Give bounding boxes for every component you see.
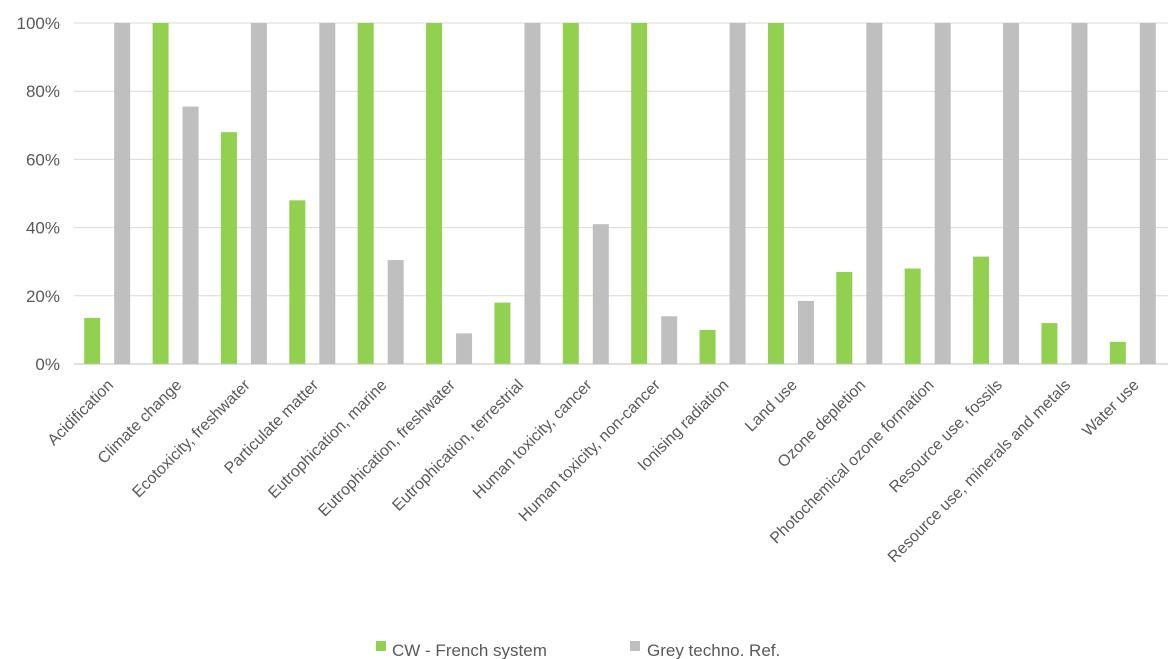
bar-cw-french-system-human-toxicity-cancer [562, 23, 579, 364]
bar-cw-french-system-land-use [767, 23, 784, 364]
bar-cw-french-system-human-toxicity-non-cancer [631, 23, 648, 364]
bar-grey-techno-ref-climate-change [182, 106, 199, 365]
bars [84, 23, 1156, 365]
bar-cw-french-system-climate-change [152, 23, 169, 364]
x-category-label: Eutrophication, freshwater [315, 376, 459, 520]
legend-label-cw-french-system: CW - French system [392, 641, 547, 659]
bar-grey-techno-ref-ionising-radiation [729, 23, 746, 364]
x-category-label: Water use [1079, 377, 1142, 440]
x-category-label: Land use [742, 377, 801, 436]
bar-grey-techno-ref-land-use [797, 300, 814, 364]
x-category-label: Acidification [45, 377, 117, 449]
y-tick-label: 0% [35, 355, 60, 374]
bar-grey-techno-ref-eutrophication-marine [387, 259, 404, 364]
bar-cw-french-system-water-use [1109, 341, 1126, 364]
bar-grey-techno-ref-resource-use-fossils [1003, 23, 1020, 364]
bar-cw-french-system-acidification [84, 317, 101, 364]
bar-cw-french-system-particulate-matter [289, 200, 306, 364]
bar-grey-techno-ref-particulate-matter [319, 23, 336, 364]
bar-grey-techno-ref-water-use [1139, 23, 1156, 364]
legend-label-grey-techno-ref: Grey techno. Ref. [647, 641, 780, 659]
x-category-label: Ecotoxicity, freshwater [129, 376, 254, 501]
legend-swatch-grey-techno-ref [630, 641, 640, 651]
x-category-label: Human toxicity, cancer [470, 376, 596, 502]
bar-cw-french-system-eutrophication-terrestrial [494, 302, 511, 364]
bar-grey-techno-ref-acidification [114, 23, 131, 364]
legend: CW - French system Grey techno. Ref. [376, 641, 780, 659]
x-category-label: Human toxicity, non-cancer [516, 376, 665, 525]
bar-grey-techno-ref-human-toxicity-cancer [592, 224, 609, 364]
bar-cw-french-system-ozone-depletion [836, 271, 853, 364]
bar-grey-techno-ref-ozone-depletion [866, 23, 883, 364]
y-tick-label: 60% [26, 150, 60, 169]
bar-grey-techno-ref-human-toxicity-non-cancer [661, 316, 678, 364]
y-tick-label: 40% [26, 219, 60, 238]
bar-cw-french-system-eutrophication-marine [357, 23, 374, 364]
y-tick-label: 20% [26, 287, 60, 306]
bar-cw-french-system-photochemical-ozone-formation [904, 268, 921, 364]
x-category-label: Resource use, fossils [886, 377, 1006, 497]
y-axis-ticks: 0% 20% 40% 60% 80% 100% [17, 14, 60, 374]
bar-cw-french-system-ecotoxicity-freshwater [220, 132, 237, 364]
bar-cw-french-system-resource-use-fossils [973, 256, 990, 364]
legend-swatch-cw-french-system [376, 641, 386, 651]
bar-cw-french-system-ionising-radiation [699, 329, 716, 364]
y-tick-label: 100% [17, 14, 60, 33]
bar-cw-french-system-eutrophication-freshwater [426, 23, 443, 364]
x-category-label: Eutrophication, marine [265, 377, 390, 502]
bar-cw-french-system-resource-use-minerals-and-metals [1041, 323, 1058, 364]
y-tick-label: 80% [26, 82, 60, 101]
bar-grey-techno-ref-ecotoxicity-freshwater [250, 23, 267, 364]
bar-grey-techno-ref-photochemical-ozone-formation [934, 23, 951, 364]
bar-grey-techno-ref-resource-use-minerals-and-metals [1071, 23, 1088, 364]
x-category-label: Eutrophication, terrestrial [389, 377, 527, 515]
bar-grey-techno-ref-eutrophication-terrestrial [524, 23, 541, 364]
bar-grey-techno-ref-eutrophication-freshwater [456, 333, 473, 364]
